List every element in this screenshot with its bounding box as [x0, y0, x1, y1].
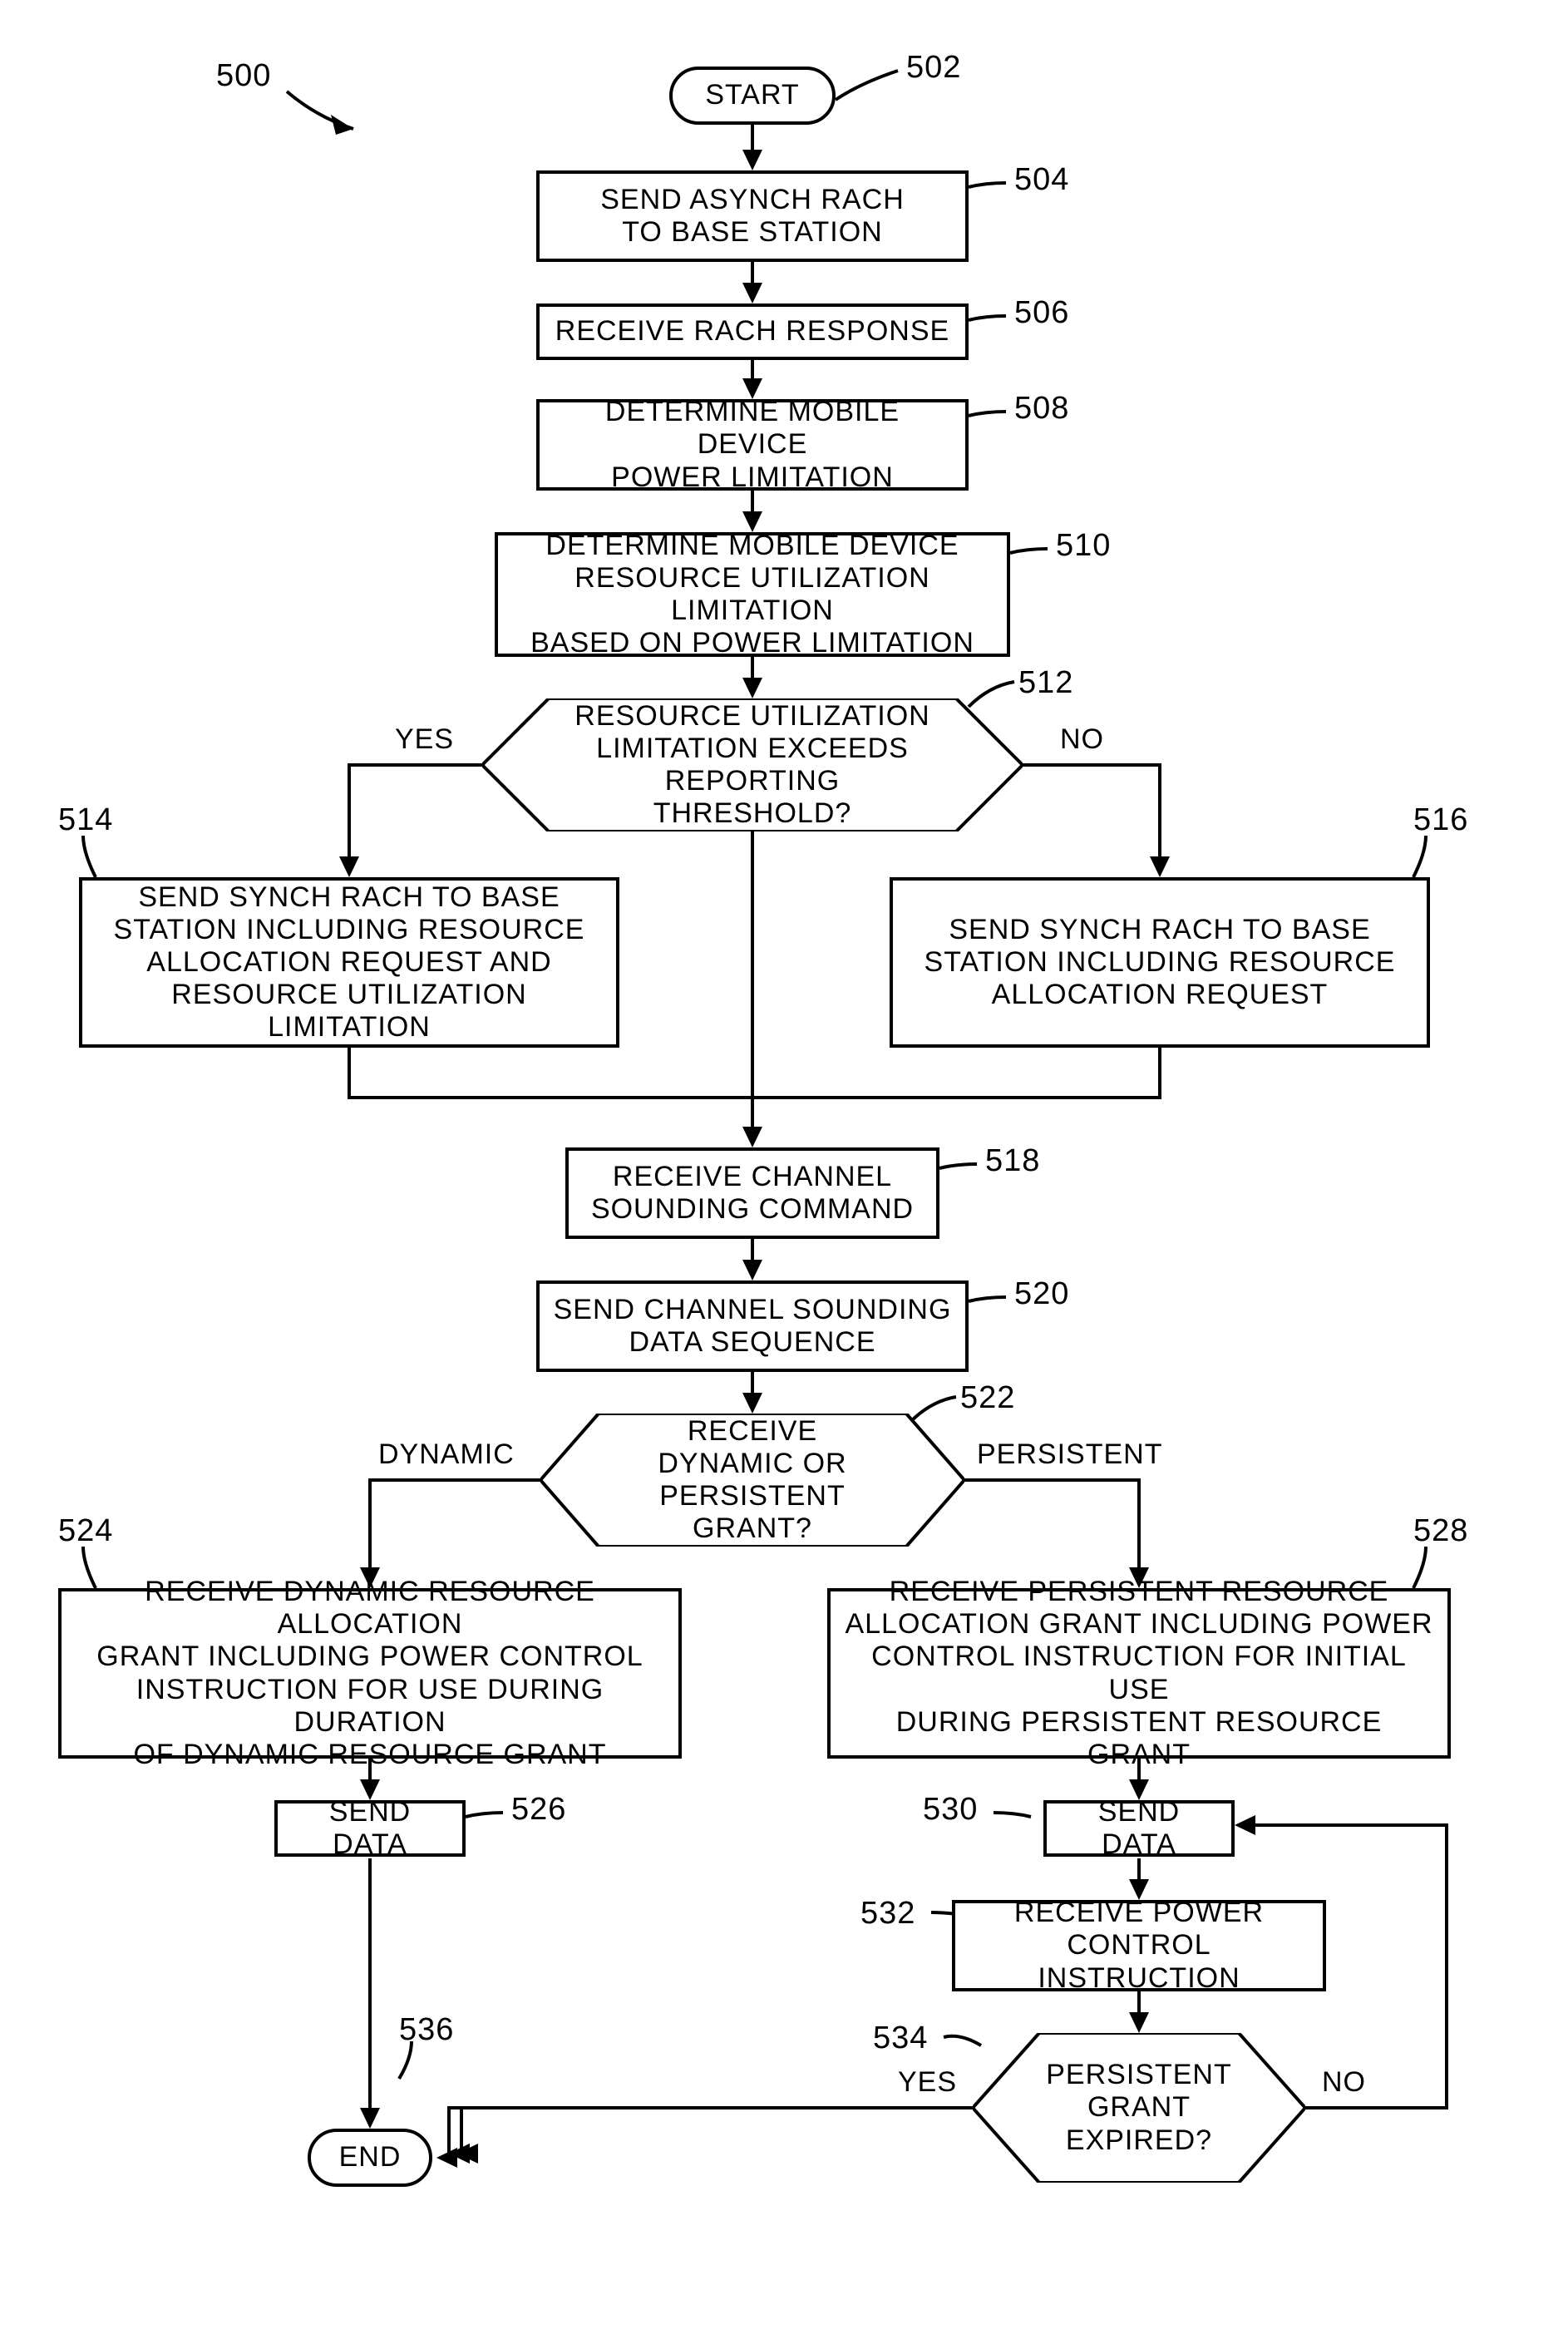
decision-522: RECEIVE DYNAMIC OR PERSISTENT GRANT? — [540, 1414, 964, 1547]
process-520: SEND CHANNEL SOUNDING DATA SEQUENCE — [536, 1280, 969, 1372]
n530-label: SEND DATA — [1057, 1796, 1221, 1861]
ref-520: 520 — [1014, 1276, 1069, 1312]
n526-label: SEND DATA — [288, 1796, 452, 1861]
ref-522: 522 — [960, 1380, 1015, 1416]
n518-label: RECEIVE CHANNEL SOUNDING COMMAND — [591, 1161, 914, 1226]
process-508: DETERMINE MOBILE DEVICE POWER LIMITATION — [536, 399, 969, 491]
process-526: SEND DATA — [274, 1800, 466, 1857]
n508-label: DETERMINE MOBILE DEVICE POWER LIMITATION — [550, 396, 955, 493]
decision-512: RESOURCE UTILIZATION LIMITATION EXCEEDS … — [482, 698, 1023, 831]
ref-534: 534 — [873, 2021, 928, 2056]
ref-508: 508 — [1014, 391, 1069, 427]
n506-label: RECEIVE RACH RESPONSE — [555, 315, 949, 348]
start-label: START — [705, 79, 799, 111]
ref-510: 510 — [1056, 528, 1111, 564]
n532-label: RECEIVE POWER CONTROL INSTRUCTION — [965, 1897, 1313, 1994]
n510-label: DETERMINE MOBILE DEVICE RESOURCE UTILIZA… — [508, 530, 997, 659]
branch-522-persistent: PERSISTENT — [977, 1438, 1162, 1471]
process-510: DETERMINE MOBILE DEVICE RESOURCE UTILIZA… — [495, 532, 1010, 657]
n524-label: RECEIVE DYNAMIC RESOURCE ALLOCATION GRAN… — [71, 1576, 668, 1771]
decision-534: PERSISTENT GRANT EXPIRED? — [973, 2033, 1305, 2183]
process-516: SEND SYNCH RACH TO BASE STATION INCLUDIN… — [890, 877, 1430, 1048]
ref-506: 506 — [1014, 295, 1069, 331]
d512-label: RESOURCE UTILIZATION LIMITATION EXCEEDS … — [532, 700, 973, 830]
terminator-end: END — [308, 2129, 432, 2187]
branch-512-yes: YES — [395, 723, 454, 756]
process-524: RECEIVE DYNAMIC RESOURCE ALLOCATION GRAN… — [58, 1588, 682, 1759]
n514-label: SEND SYNCH RACH TO BASE STATION INCLUDIN… — [92, 881, 606, 1044]
process-528: RECEIVE PERSISTENT RESOURCE ALLOCATION G… — [827, 1588, 1451, 1759]
branch-534-no: NO — [1322, 2066, 1366, 2099]
n504-label: SEND ASYNCH RACH TO BASE STATION — [600, 184, 905, 249]
ref-536: 536 — [399, 2012, 454, 2048]
ref-502: 502 — [906, 50, 961, 86]
process-514: SEND SYNCH RACH TO BASE STATION INCLUDIN… — [79, 877, 619, 1048]
process-530: SEND DATA — [1043, 1800, 1235, 1857]
end-label: END — [339, 2141, 402, 2174]
d534-label: PERSISTENT GRANT EXPIRED? — [1046, 2059, 1231, 2156]
process-506: RECEIVE RACH RESPONSE — [536, 303, 969, 360]
ref-526: 526 — [511, 1792, 566, 1828]
ref-518: 518 — [985, 1143, 1040, 1179]
ref-514: 514 — [58, 802, 113, 838]
branch-512-no: NO — [1060, 723, 1104, 756]
ref-530: 530 — [923, 1792, 978, 1828]
ref-512: 512 — [1018, 665, 1073, 701]
process-518: RECEIVE CHANNEL SOUNDING COMMAND — [565, 1147, 939, 1239]
terminator-start: START — [669, 67, 836, 125]
branch-522-dynamic: DYNAMIC — [378, 1438, 515, 1471]
ref-504: 504 — [1014, 162, 1069, 198]
ref-532: 532 — [860, 1896, 915, 1932]
process-504: SEND ASYNCH RACH TO BASE STATION — [536, 170, 969, 262]
ref-528: 528 — [1413, 1513, 1468, 1549]
branch-534-yes: YES — [898, 2066, 957, 2099]
ref-524: 524 — [58, 1513, 113, 1549]
d522-label: RECEIVE DYNAMIC OR PERSISTENT GRANT? — [590, 1415, 915, 1545]
n516-label: SEND SYNCH RACH TO BASE STATION INCLUDIN… — [925, 914, 1396, 1011]
n528-label: RECEIVE PERSISTENT RESOURCE ALLOCATION G… — [841, 1576, 1437, 1771]
process-532: RECEIVE POWER CONTROL INSTRUCTION — [952, 1900, 1326, 1991]
n520-label: SEND CHANNEL SOUNDING DATA SEQUENCE — [554, 1294, 952, 1359]
figure-ref: 500 — [216, 58, 271, 94]
ref-516: 516 — [1413, 802, 1468, 838]
